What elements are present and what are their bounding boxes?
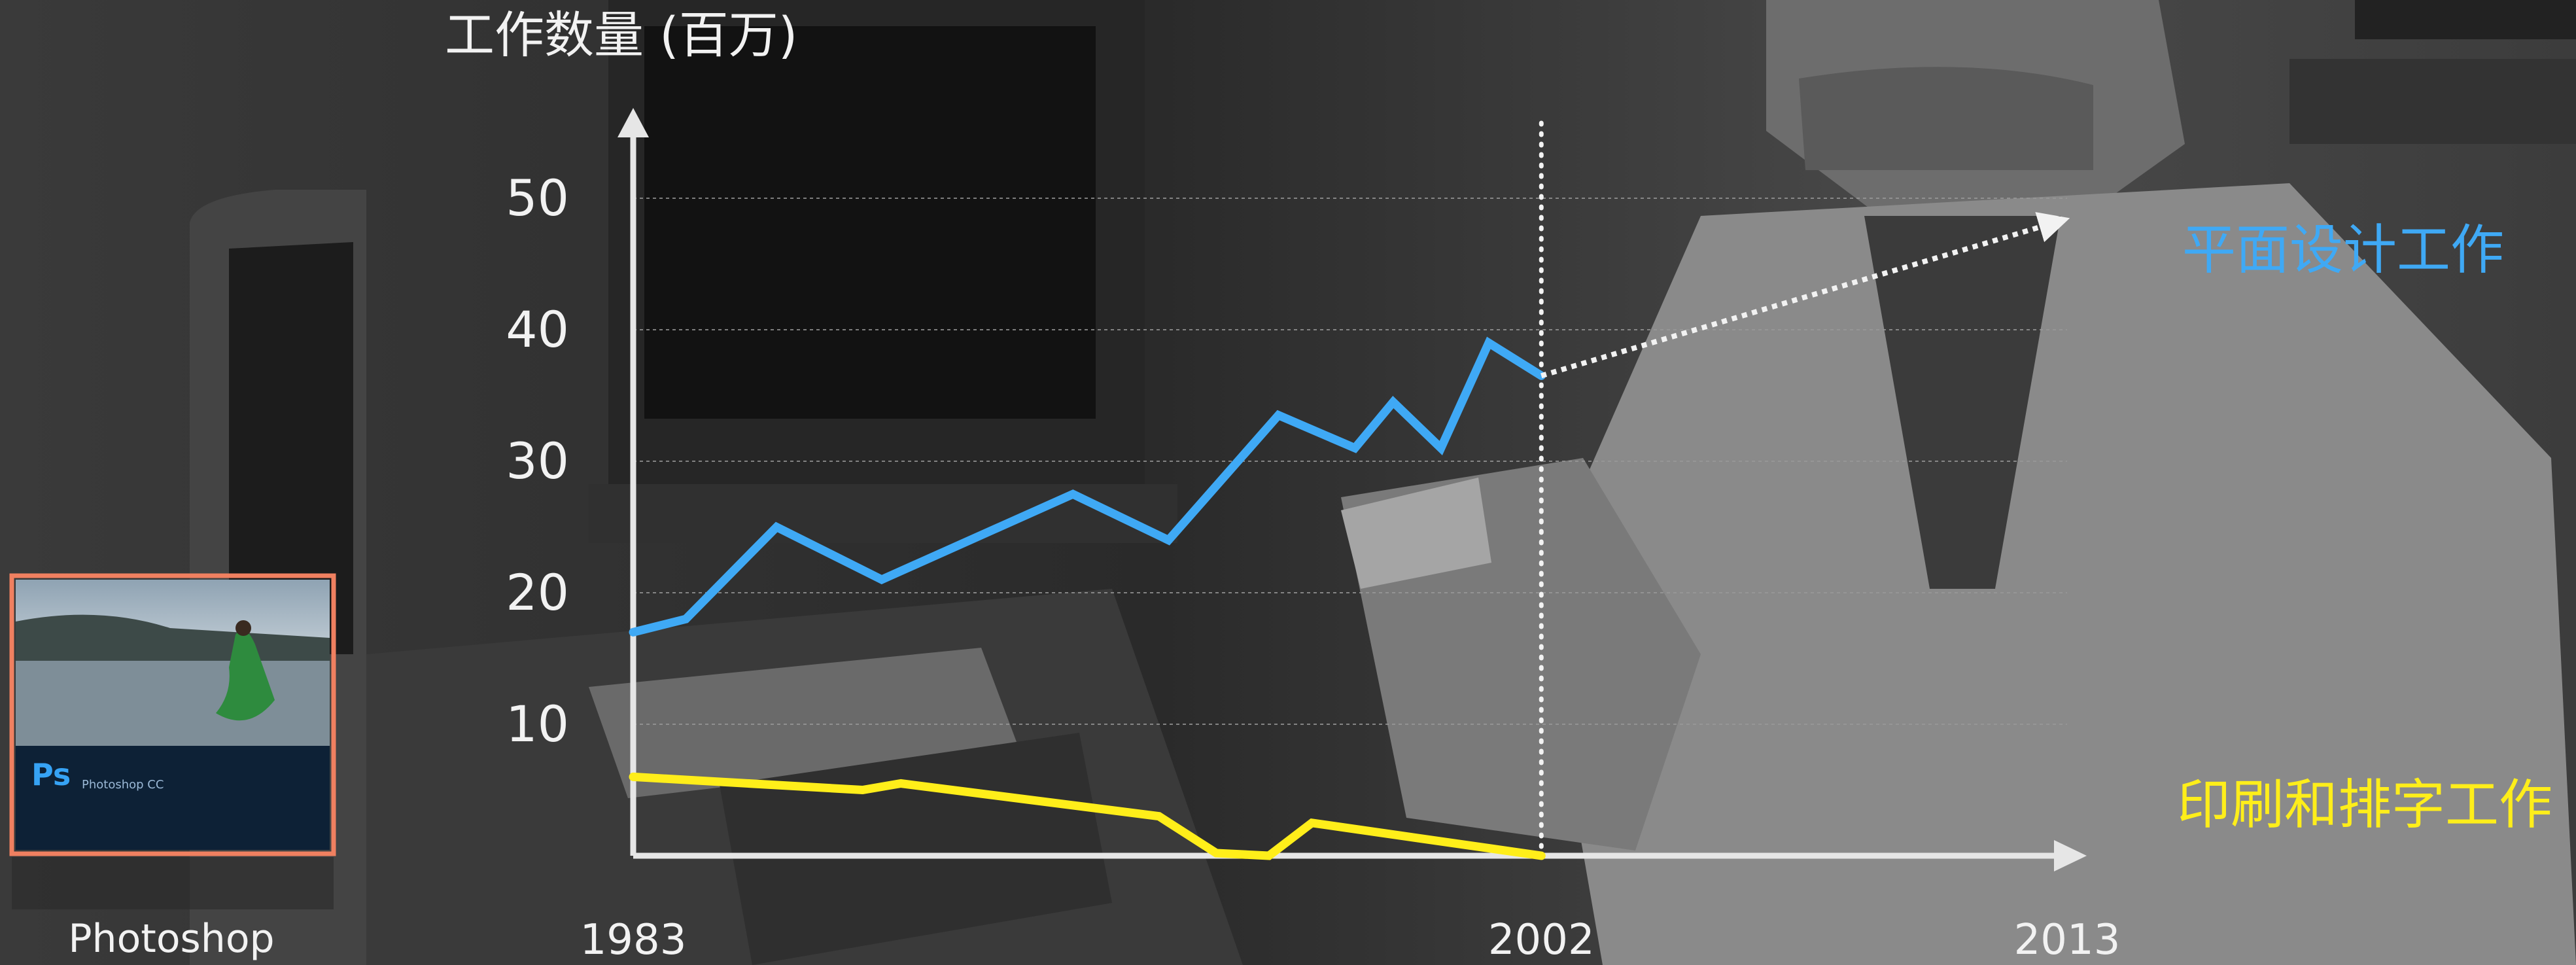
series-line-2 — [629, 772, 1546, 860]
thumbnail-figure-icon — [216, 629, 275, 721]
x-tick-label-1983: 1983 — [580, 916, 687, 964]
thumbnail-reflection — [12, 857, 334, 909]
y-tick-label-50: 50 — [506, 169, 569, 227]
y-tick-label-30: 30 — [506, 432, 569, 490]
y-tick-label-20: 20 — [506, 563, 569, 622]
thumbnail-splash-panel — [16, 746, 330, 850]
y-tick-label-10: 10 — [506, 695, 569, 753]
thumbnail-product-name: Photoshop CC — [82, 778, 164, 792]
axes — [618, 108, 2087, 871]
y-tick-label-40: 40 — [506, 300, 569, 359]
y-axis-arrow-icon — [618, 108, 649, 137]
y-axis-title: 工作数量 (百万) — [445, 6, 797, 64]
photoshop-thumbnail[interactable]: Ps Photoshop CC — [9, 573, 336, 909]
thumbnail-lake — [16, 661, 330, 746]
thumbnail-figure-head-icon — [235, 620, 251, 636]
series-label-2: 印刷和排字工作 — [2177, 774, 2552, 836]
x-tick-label-2013: 2013 — [2014, 916, 2121, 964]
thumbnail-caption: Photoshop — [68, 916, 274, 962]
thumbnail-frame — [9, 573, 336, 856]
series-label-1: 平面设计工作 — [2182, 219, 2504, 281]
projection-arrow — [1540, 212, 2070, 379]
x-axis-arrow-icon — [2054, 840, 2087, 871]
x-tick-label-2002: 2002 — [1488, 916, 1595, 964]
thumbnail-app-badge: Ps — [31, 757, 71, 792]
series-lines — [629, 212, 2070, 860]
series-line-1 — [629, 336, 1546, 637]
